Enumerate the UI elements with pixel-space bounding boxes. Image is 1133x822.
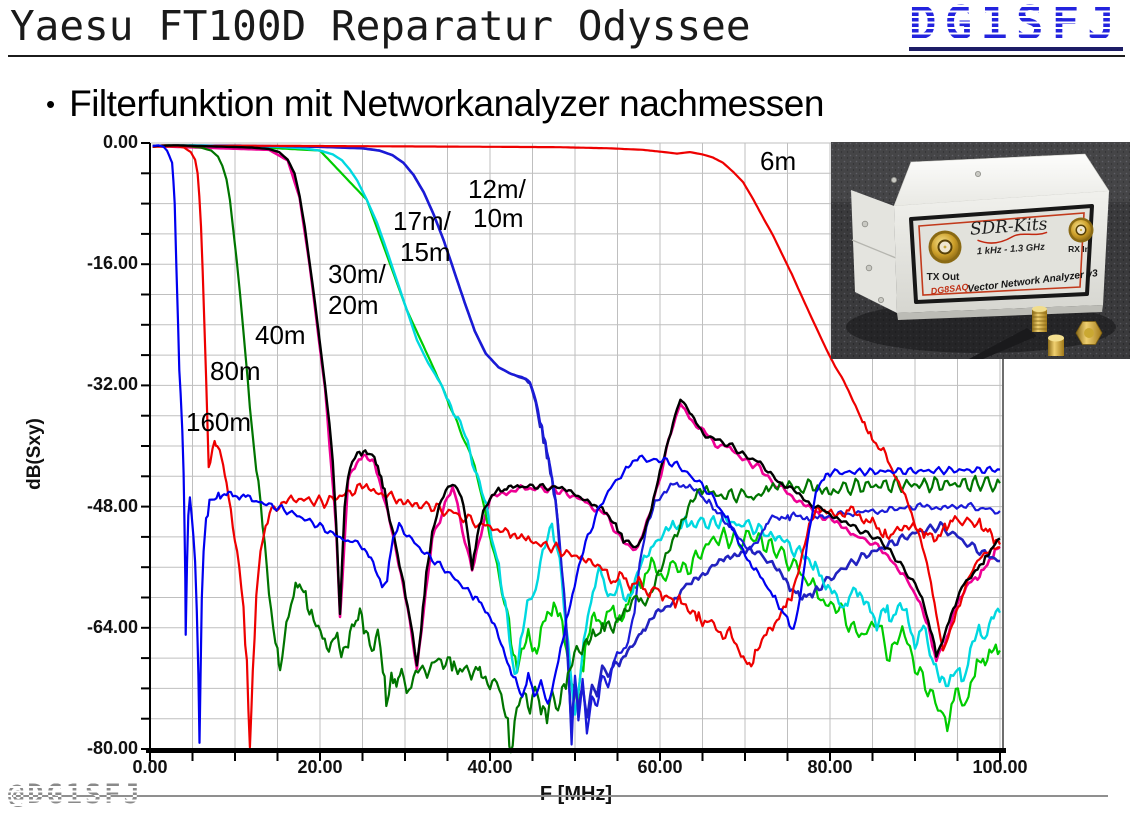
band-label: 12m/ [468, 174, 526, 204]
x-axis-title: F [MHz] [539, 783, 613, 805]
y-tick-label: 0.00 [102, 132, 138, 152]
box-bottom-edge [897, 305, 1103, 320]
x-tick-label: 80.00 [807, 757, 853, 777]
panel-orange-border [918, 212, 1085, 296]
vna-photo: SDR-Kits 1 kHz - 1.3 GHz TX O [831, 142, 1130, 359]
y-tick-label: -16.00 [86, 253, 138, 274]
y-tick-label: -48.00 [86, 495, 138, 516]
band-label: 10m [473, 203, 524, 233]
x-tick-label: 0.00 [132, 757, 168, 777]
trace-160m [152, 144, 1001, 744]
tx-out-label: TX Out [927, 272, 960, 283]
sma-connector-tx [928, 230, 962, 264]
x-tick-label: 40.00 [467, 757, 513, 777]
footer-divider [12, 795, 1108, 797]
slide-title: Yaesu FT100D Reparatur Odyssee [10, 2, 751, 50]
header-divider [8, 55, 1125, 57]
band-label: 160m [186, 407, 252, 437]
band-label: 30m/ [328, 259, 386, 289]
brand-underline-swoosh [977, 231, 1048, 244]
trace-30m [152, 144, 1001, 667]
vna-photo-illustration: SDR-Kits 1 kHz - 1.3 GHz TX O [831, 142, 1130, 359]
y-tick-label: -32.00 [86, 374, 138, 395]
footer-callsign: @DG1SFJ [8, 779, 143, 810]
band-label: 80m [210, 356, 261, 386]
front-panel [909, 204, 1094, 304]
maker-label: DG8SAQ [930, 282, 969, 297]
trace-80m [152, 144, 1002, 749]
brass-adapters [1032, 306, 1103, 356]
band-label: 6m [760, 146, 797, 176]
box-left-face [851, 190, 897, 313]
callsign-badge: DG1SFJ [908, 0, 1123, 51]
y-tick-label: -80.00 [86, 738, 138, 758]
band-label: 17m/ [393, 206, 451, 236]
y-tick-label: -64.00 [86, 616, 138, 637]
frequency-range-label: 1 kHz - 1.3 GHz [976, 242, 1045, 258]
trace-17m [152, 144, 1002, 716]
callsign-text: DG1SFJ [909, 0, 1123, 50]
x-tick-label: 20.00 [297, 757, 343, 777]
case-screws [861, 170, 981, 303]
x-tick-label: 100.00 [972, 757, 1028, 777]
y-axis-title: dB(Sxy) [24, 418, 45, 490]
dark-shadow-streak [969, 328, 1037, 359]
vna-box: SDR-Kits 1 kHz - 1.3 GHz TX O [851, 153, 1110, 320]
bullet-text: Filterfunktion mit Networkanalyzer nachm… [69, 83, 824, 124]
x-tick-label: 60.00 [637, 757, 683, 777]
band-label: 20m [328, 290, 379, 320]
rx-in-label: RX In [1068, 244, 1090, 254]
trace-6m [152, 144, 1001, 652]
sma-connector-rx [1068, 217, 1094, 243]
band-label: 40m [255, 320, 306, 350]
band-label: 15m [400, 237, 451, 267]
footer-callsign-text: @DG1SFJ [8, 779, 143, 810]
bullet-item: • Filterfunktion mit Networkanalyzer nac… [46, 82, 824, 126]
box-seam [851, 239, 897, 259]
bullet-icon: • [46, 89, 56, 119]
